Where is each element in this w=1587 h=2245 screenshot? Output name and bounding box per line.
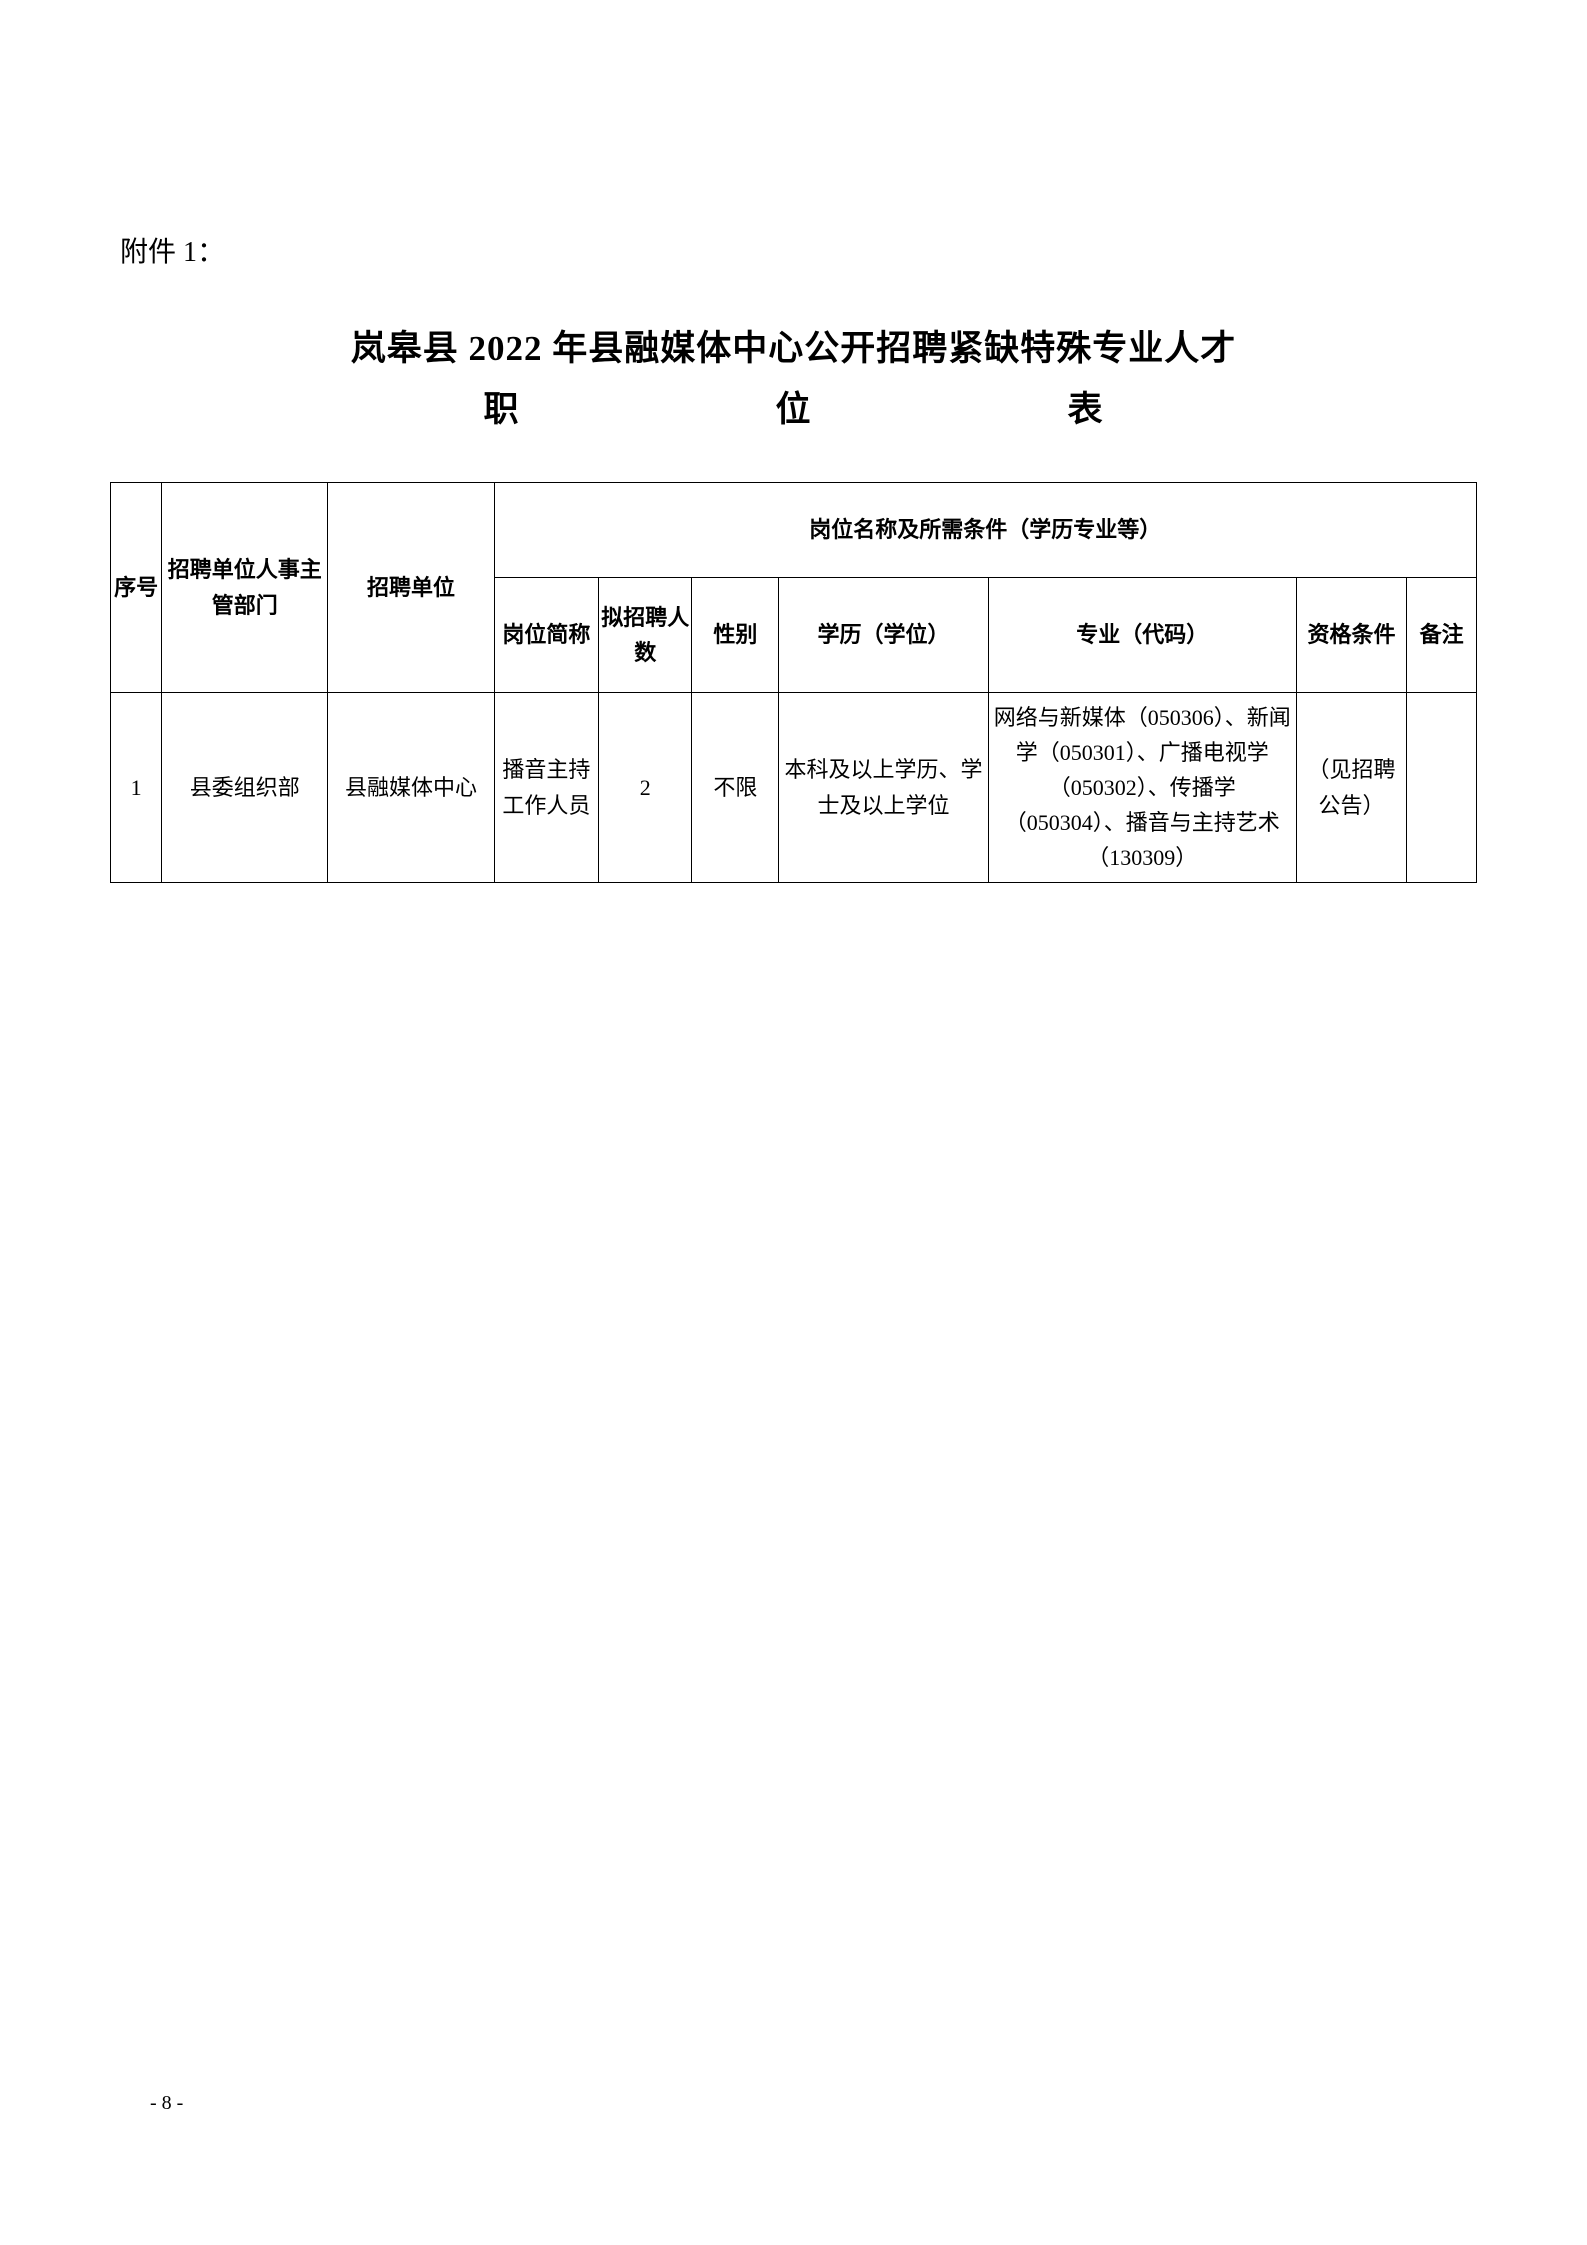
col-header-count: 拟招聘人数	[599, 578, 692, 693]
col-header-edu: 学历（学位）	[779, 578, 988, 693]
cell-unit: 县融媒体中心	[328, 693, 494, 883]
col-header-dept: 招聘单位人事主管部门	[162, 483, 328, 693]
title-char-2: 位	[776, 390, 935, 429]
col-header-jobname: 岗位简称	[494, 578, 599, 693]
document-title-line2: 职 位 表	[110, 381, 1477, 432]
cell-qual: （见招聘公告）	[1296, 693, 1406, 883]
cell-count: 2	[599, 693, 692, 883]
table-row: 1 县委组织部 县融媒体中心 播音主持工作人员 2 不限 本科及以上学历、学士及…	[111, 693, 1477, 883]
page-number: - 8 -	[150, 2092, 183, 2115]
document-title-line1: 岚皋县 2022 年县融媒体中心公开招聘紧缺特殊专业人才	[110, 320, 1477, 371]
col-header-group: 岗位名称及所需条件（学历专业等）	[494, 483, 1476, 578]
title-char-3: 表	[1068, 390, 1104, 429]
title-char-1: 职	[484, 390, 643, 429]
col-header-gender: 性别	[692, 578, 779, 693]
cell-remark	[1407, 693, 1477, 883]
job-position-table: 序号 招聘单位人事主管部门 招聘单位 岗位名称及所需条件（学历专业等） 岗位简称…	[110, 482, 1477, 883]
cell-major: 网络与新媒体（050306）、新闻学（050301）、广播电视学（050302）…	[988, 693, 1296, 883]
cell-edu: 本科及以上学历、学士及以上学位	[779, 693, 988, 883]
cell-dept: 县委组织部	[162, 693, 328, 883]
col-header-qual: 资格条件	[1296, 578, 1406, 693]
cell-gender: 不限	[692, 693, 779, 883]
attachment-label: 附件 1：	[120, 230, 1477, 270]
col-header-seq: 序号	[111, 483, 162, 693]
cell-jobname: 播音主持工作人员	[494, 693, 599, 883]
col-header-remark: 备注	[1407, 578, 1477, 693]
col-header-major: 专业（代码）	[988, 578, 1296, 693]
cell-seq: 1	[111, 693, 162, 883]
col-header-unit: 招聘单位	[328, 483, 494, 693]
